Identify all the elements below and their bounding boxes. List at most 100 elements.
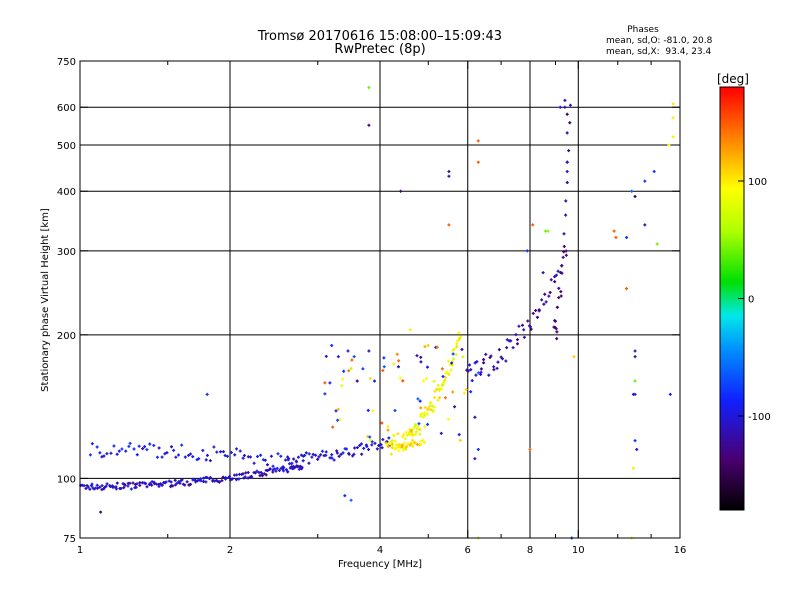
data-point	[398, 443, 402, 447]
data-point	[554, 327, 558, 331]
data-point	[500, 357, 504, 361]
data-point	[418, 432, 422, 436]
y-tick-label: 400	[57, 187, 76, 198]
data-point	[219, 450, 223, 454]
data-point	[435, 345, 439, 349]
data-point	[426, 343, 430, 347]
data-point	[120, 447, 124, 451]
data-point	[256, 455, 260, 459]
data-point	[399, 189, 403, 193]
data-point	[300, 465, 304, 469]
data-point	[397, 359, 401, 363]
data-point	[264, 473, 268, 477]
data-point	[447, 169, 451, 173]
axis-ticks: 1 2 4 6 8 10 16 75 100 200 300 400 500 600 750	[57, 57, 686, 556]
data-point	[163, 452, 167, 456]
data-point	[296, 455, 300, 459]
data-point	[336, 418, 340, 422]
data-point	[262, 472, 266, 476]
data-point	[301, 459, 305, 463]
data-point	[385, 442, 389, 446]
data-point	[350, 358, 354, 362]
data-point	[393, 439, 397, 443]
data-point	[431, 409, 435, 413]
data-point	[212, 445, 216, 449]
data-point	[104, 484, 108, 488]
data-point	[100, 484, 104, 488]
data-point	[562, 250, 566, 254]
data-point	[304, 451, 308, 455]
data-point	[317, 455, 321, 459]
data-point	[276, 452, 280, 456]
data-point	[367, 448, 371, 452]
data-point	[88, 487, 92, 491]
data-point	[563, 98, 567, 102]
data-point	[630, 189, 634, 193]
data-point	[565, 169, 569, 173]
data-point	[183, 455, 187, 459]
data-point	[392, 362, 396, 366]
data-point	[517, 324, 521, 328]
data-point	[404, 430, 408, 434]
data-point	[460, 347, 464, 351]
data-point	[450, 361, 454, 365]
data-point	[505, 338, 509, 342]
data-point	[386, 445, 390, 449]
data-point	[180, 478, 184, 482]
data-point	[564, 213, 568, 217]
data-point	[402, 446, 406, 450]
colorbar: [deg] 100 0 -100	[717, 72, 771, 511]
data-point	[145, 448, 149, 452]
data-point	[469, 368, 473, 372]
data-point	[555, 305, 559, 309]
data-point	[373, 441, 377, 445]
data-point	[274, 469, 278, 473]
data-point	[396, 432, 400, 436]
data-point	[633, 349, 637, 353]
data-point	[173, 483, 177, 487]
data-point	[526, 319, 530, 323]
data-point	[330, 453, 334, 457]
data-point	[377, 443, 381, 447]
data-point	[612, 229, 616, 233]
data-point	[476, 371, 480, 375]
data-point	[548, 290, 552, 294]
data-point	[234, 478, 238, 482]
data-point	[137, 444, 141, 448]
data-point	[492, 365, 496, 369]
data-point	[423, 440, 427, 444]
data-point	[295, 460, 299, 464]
data-point	[419, 443, 423, 447]
data-point	[323, 392, 327, 396]
data-point	[505, 346, 509, 350]
grid-lines	[80, 61, 680, 538]
data-point	[422, 415, 426, 419]
data-point	[170, 445, 174, 449]
data-point	[205, 392, 209, 396]
data-point	[100, 488, 104, 492]
data-point	[635, 447, 639, 451]
data-point	[235, 473, 239, 477]
data-point	[90, 442, 94, 446]
chart-subtitle: RwPretec (8p)	[334, 42, 425, 57]
data-point	[411, 427, 415, 431]
data-point	[355, 379, 359, 383]
data-point	[112, 444, 116, 448]
data-point	[556, 269, 560, 273]
data-point	[528, 325, 532, 329]
data-point	[292, 457, 296, 461]
data-point	[435, 387, 439, 391]
data-point	[401, 435, 405, 439]
data-point	[443, 378, 447, 382]
data-point	[263, 458, 267, 462]
legend-line-x: mean, sd,X: 93.4, 23.4	[606, 47, 712, 57]
data-point	[390, 446, 394, 450]
data-point	[652, 169, 656, 173]
data-point	[343, 494, 347, 498]
data-point	[633, 439, 637, 443]
data-point	[667, 143, 671, 147]
x-tick-label: 4	[377, 545, 383, 556]
data-point	[511, 346, 515, 350]
data-point	[271, 464, 275, 468]
data-point	[559, 290, 563, 294]
